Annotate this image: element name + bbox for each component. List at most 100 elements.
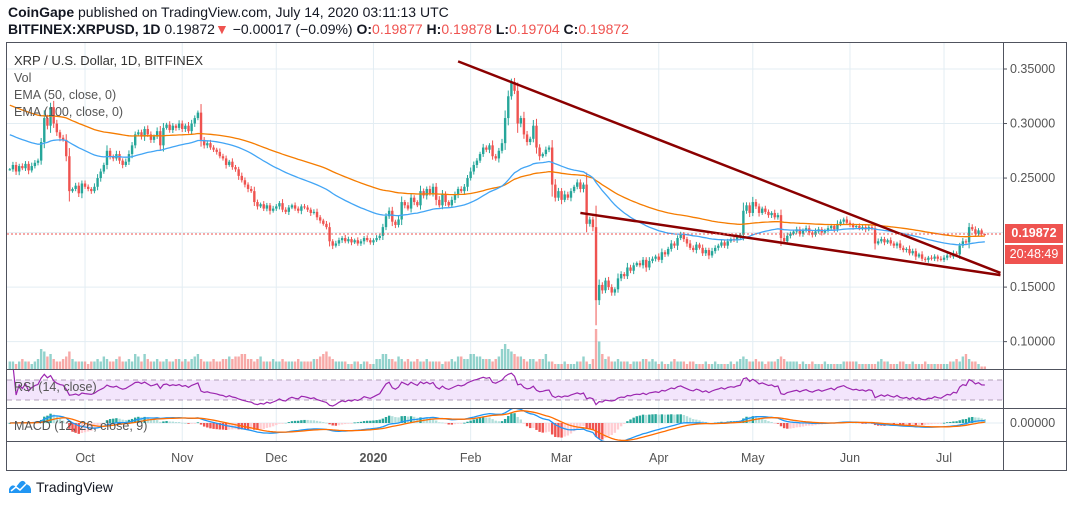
volume-bar xyxy=(541,359,544,369)
candle-body xyxy=(253,191,256,203)
candle-body xyxy=(344,238,347,242)
candle-body xyxy=(726,241,729,246)
candle-body xyxy=(710,251,714,256)
macd-histogram-bar xyxy=(406,416,410,423)
legend-ema50[interactable]: EMA (50, close, 0) xyxy=(14,88,117,102)
macd-histogram-bar xyxy=(253,423,256,430)
time-axis[interactable]: Oct Nov Dec 2020 Feb Mar Apr May Jun Jul xyxy=(75,451,952,465)
candle-body xyxy=(594,227,598,301)
macd-histogram-bar xyxy=(635,416,638,423)
volume-bar xyxy=(654,361,657,369)
macd-histogram-bar xyxy=(353,422,356,424)
candle-body xyxy=(914,251,918,257)
rsi-line xyxy=(12,370,985,407)
macd-histogram-bar xyxy=(262,423,265,429)
legend-ema100[interactable]: EMA (100, close, 0) xyxy=(14,105,124,119)
volume-bar xyxy=(826,364,830,369)
trendlines[interactable] xyxy=(457,60,1001,277)
volume-bar xyxy=(876,361,880,369)
candle-body xyxy=(635,263,638,266)
rsi-pane xyxy=(12,370,985,407)
volume-bar xyxy=(707,364,711,369)
macd-histogram-bar xyxy=(234,423,237,430)
trendline xyxy=(457,60,1001,275)
candle-body xyxy=(243,180,247,185)
candle-body xyxy=(337,240,341,244)
candle-body xyxy=(218,151,222,157)
volume-bar xyxy=(340,361,344,369)
volume-bar xyxy=(124,361,127,369)
macd-histogram-bar xyxy=(74,423,77,433)
legend-rsi[interactable]: RSI (14, close) xyxy=(14,380,97,394)
macd-histogram-bar xyxy=(259,423,262,430)
macd-histogram-bar xyxy=(221,423,225,430)
macd-histogram-bar xyxy=(218,423,222,430)
volume-bar xyxy=(494,359,497,369)
time-tick-label: Jul xyxy=(936,451,952,465)
candle-body xyxy=(500,143,504,151)
candle-body xyxy=(883,239,886,243)
volume-bar xyxy=(287,361,291,369)
candle-body xyxy=(845,219,849,223)
candle-body xyxy=(21,166,24,169)
candle-body xyxy=(249,188,253,192)
candle-body xyxy=(438,199,441,206)
price-tick-label: 0.35000 xyxy=(1010,62,1055,76)
macd-histogram-bar xyxy=(503,418,507,423)
candle-body xyxy=(949,255,952,257)
candle-body xyxy=(143,128,146,137)
macd-histogram-bar xyxy=(864,423,867,424)
legend-macd[interactable]: MACD (12, 26, close, 9) xyxy=(14,419,148,433)
candle-body xyxy=(779,215,783,239)
macd-histogram-bar xyxy=(974,417,977,423)
candle-body xyxy=(102,164,106,172)
candle-body xyxy=(413,197,416,203)
volume-bar xyxy=(748,361,751,369)
macd-histogram-bar xyxy=(344,423,347,425)
volume-bar xyxy=(434,361,438,369)
volume-bar xyxy=(115,359,118,369)
candle-body xyxy=(137,132,140,135)
volume-bar xyxy=(99,361,102,369)
macd-histogram-bar xyxy=(152,419,156,423)
macd-histogram-bar xyxy=(792,423,795,429)
candle-body xyxy=(801,230,805,234)
macd-histogram-bar xyxy=(431,418,435,423)
macd-histogram-bar xyxy=(779,423,783,427)
macd-histogram-bar xyxy=(811,423,814,426)
volume-bar xyxy=(713,361,717,369)
volume-bar xyxy=(964,354,968,369)
volume-bar xyxy=(861,364,864,369)
open-value: 0.19877 xyxy=(372,21,423,37)
volume-bar xyxy=(337,361,341,369)
volume-bar xyxy=(256,359,259,369)
macd-histogram-bar xyxy=(613,423,617,433)
volume-bar xyxy=(967,359,971,369)
macd-zero-tick: 0.00000 xyxy=(1010,416,1055,430)
volume-bar xyxy=(394,361,397,369)
candle-body xyxy=(265,205,269,209)
candle-body xyxy=(347,239,350,242)
candle-body xyxy=(692,247,695,251)
volume-bar xyxy=(262,361,265,369)
legend-vol[interactable]: Vol xyxy=(14,71,32,85)
macd-histogram-bar xyxy=(246,423,250,430)
macd-histogram-bar xyxy=(58,418,62,423)
macd-histogram-bar xyxy=(547,423,551,432)
candle-body xyxy=(460,188,463,192)
volume-bar xyxy=(441,364,444,369)
macd-histogram-bar xyxy=(629,419,632,423)
macd-histogram-bar xyxy=(293,420,297,423)
footer-brand[interactable]: TradingView xyxy=(8,479,113,495)
volume-bar xyxy=(745,359,748,369)
volume-bar xyxy=(171,361,175,369)
macd-histogram-bar xyxy=(187,423,190,424)
macd-histogram-bar xyxy=(362,421,366,423)
volume-bar xyxy=(920,364,924,369)
price-axis[interactable]: 0.35000 0.30000 0.25000 0.15000 0.10000 xyxy=(1003,62,1055,349)
candle-body xyxy=(475,160,479,165)
candle-body xyxy=(767,211,770,216)
candle-body xyxy=(447,202,450,206)
volume-bar xyxy=(685,364,689,369)
